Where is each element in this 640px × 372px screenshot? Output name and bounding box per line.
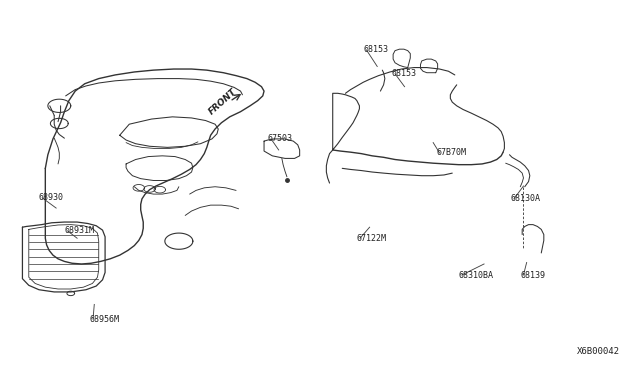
Text: 68130A: 68130A: [511, 195, 541, 203]
Text: 68310BA: 68310BA: [459, 270, 493, 279]
Text: 68139: 68139: [520, 270, 545, 279]
Text: 68153: 68153: [364, 45, 388, 54]
Text: 67122M: 67122M: [357, 234, 387, 243]
Text: 68931M: 68931M: [65, 227, 94, 235]
Text: X6B00042: X6B00042: [577, 347, 620, 356]
Text: 68153: 68153: [392, 69, 417, 78]
Text: 67B70M: 67B70M: [436, 148, 467, 157]
Text: 67503: 67503: [268, 134, 293, 144]
Text: 68930: 68930: [39, 193, 64, 202]
Text: 68956M: 68956M: [90, 315, 120, 324]
Text: FRONT: FRONT: [207, 87, 238, 116]
